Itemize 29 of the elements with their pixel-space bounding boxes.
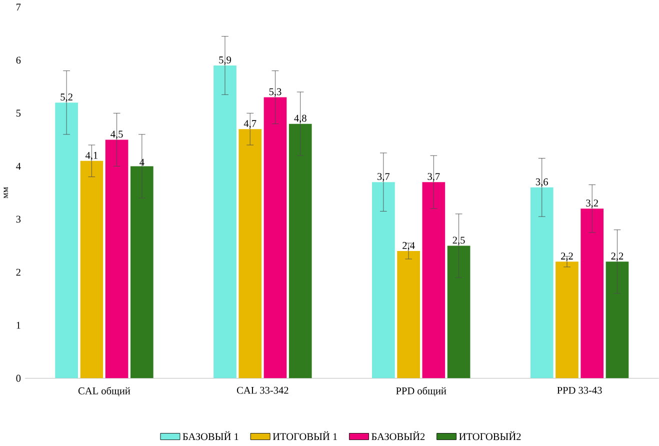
data-label: 3,7 (428, 172, 440, 182)
data-label: 2,2 (561, 252, 573, 261)
x-tick-label: PPD общий (396, 386, 446, 396)
x-tick-label: CAL 33-342 (236, 386, 288, 394)
data-label: 3,2 (586, 199, 598, 208)
y-tick-label: 6 (16, 56, 21, 64)
legend-label: ИТОГОВЫЙ 1 (272, 431, 337, 440)
data-label: 4,1 (85, 152, 98, 160)
y-tick-label: 4 (16, 162, 21, 170)
x-tick-label: PPD 33-43 (557, 386, 602, 394)
data-label: 3,6 (536, 178, 548, 187)
data-label: 5,9 (219, 56, 231, 65)
data-label: 4,7 (244, 120, 256, 128)
legend-label: ИТОГОВЫЙ2 (459, 431, 521, 440)
x-tick-label: CAL общий (78, 386, 130, 396)
legend-label: БАЗОВЫЙ 1 (182, 431, 238, 440)
legend-label: БАЗОВЫЙ2 (372, 431, 425, 440)
y-tick-label: 2 (16, 268, 20, 276)
y-tick-label: 3 (16, 216, 21, 223)
data-label: 3,7 (377, 172, 390, 182)
y-tick-label: 7 (16, 4, 21, 10)
y-tick-label: 5 (16, 110, 21, 116)
data-label: 4 (140, 158, 144, 166)
data-label: 2,4 (402, 242, 415, 250)
y-tick-label: 1 (16, 322, 20, 328)
y-tick-label: 0 (16, 374, 21, 382)
data-label: 5,2 (60, 93, 72, 102)
data-label: 4,8 (294, 114, 306, 124)
y-axis-title: мм (4, 186, 8, 198)
